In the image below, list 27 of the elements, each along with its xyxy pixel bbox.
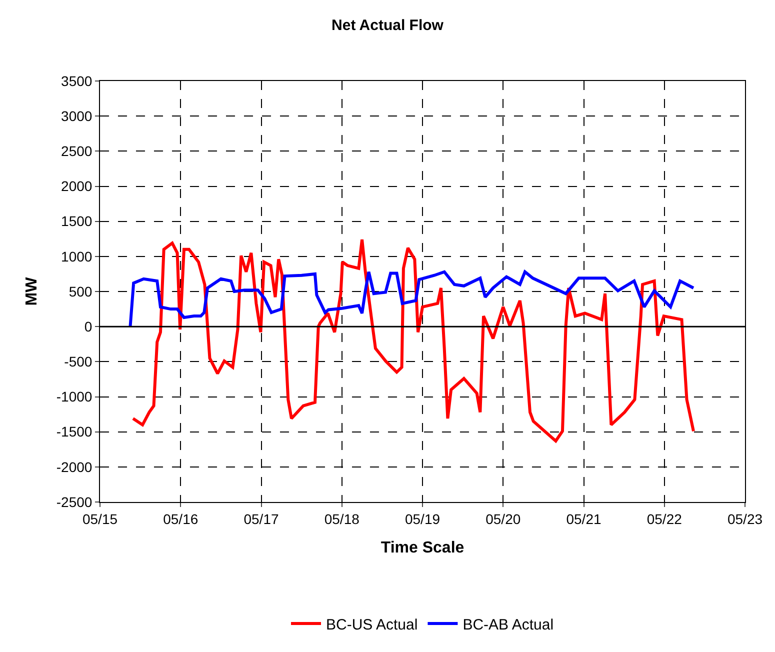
y-tick-label: 1000 bbox=[61, 248, 92, 264]
x-tick-label: 05/21 bbox=[566, 510, 602, 527]
y-tick-label: 2000 bbox=[61, 178, 92, 194]
legend-label: BC-AB Actual bbox=[462, 616, 554, 634]
x-tick-label: 05/16 bbox=[163, 510, 198, 527]
y-tick-label: -2000 bbox=[56, 458, 92, 475]
y-tick-label: -2500 bbox=[56, 494, 92, 510]
x-tick-label: 05/20 bbox=[486, 510, 521, 527]
x-tick-label: 05/17 bbox=[244, 510, 279, 527]
y-tick-label: 3500 bbox=[61, 72, 92, 89]
y-axis-title: MW bbox=[23, 276, 40, 306]
x-tick-label: 05/19 bbox=[404, 510, 440, 527]
chart-title: Net Actual Flow bbox=[332, 17, 444, 34]
y-tick-label: 3000 bbox=[61, 108, 92, 124]
y-tick-label: 500 bbox=[68, 283, 92, 300]
x-tick-label: 05/22 bbox=[646, 510, 682, 527]
x-tick-label: 05/15 bbox=[82, 510, 118, 527]
y-tick-label: -500 bbox=[64, 354, 92, 370]
legend-label: BC-US Actual bbox=[326, 616, 418, 634]
x-axis-title: Time Scale bbox=[380, 540, 464, 556]
y-tick-label: 1500 bbox=[61, 213, 92, 230]
y-tick-label: 0 bbox=[84, 318, 92, 334]
y-tick-label: 2500 bbox=[61, 143, 92, 160]
x-tick-label: 05/23 bbox=[727, 510, 763, 527]
y-tick-label: -1500 bbox=[56, 424, 92, 440]
y-tick-label: -1000 bbox=[56, 388, 92, 405]
x-tick-label: 05/18 bbox=[324, 510, 360, 527]
